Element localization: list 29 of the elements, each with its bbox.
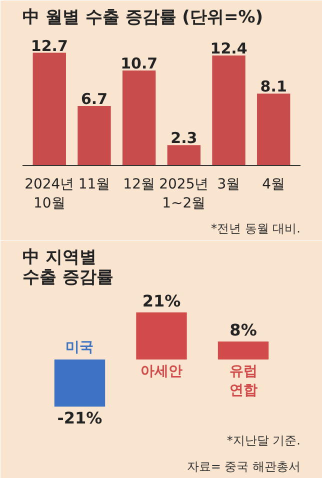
chart-title: 中 월별 수출 증감률 (단위=%) bbox=[22, 8, 263, 28]
data-label: -21% bbox=[57, 408, 102, 428]
text: *지난달 기준. bbox=[226, 434, 301, 448]
data-label: 10.7 bbox=[120, 54, 158, 73]
text: 자료= 중국 해관총서 bbox=[186, 460, 301, 474]
x-tick-label: 4월 bbox=[262, 176, 286, 192]
data-label: 8.1 bbox=[260, 78, 287, 96]
data-label: 8% bbox=[230, 320, 257, 340]
x-tick-label: 3월 bbox=[217, 176, 240, 192]
data-label: 12.7 bbox=[30, 36, 68, 55]
bar bbox=[78, 106, 111, 166]
bar bbox=[167, 145, 201, 166]
x-tick-label: 2025년 1~2월 bbox=[159, 176, 209, 212]
data-label: 2.3 bbox=[170, 129, 198, 148]
x-tick-label: 11월 bbox=[78, 176, 110, 192]
x-tick-label: 유럽 연합 bbox=[229, 364, 258, 399]
bar bbox=[212, 55, 246, 166]
data-label: 21% bbox=[142, 291, 181, 310]
data-label: 6.7 bbox=[80, 90, 108, 108]
x-tick-label: 미국 bbox=[66, 340, 94, 356]
bar bbox=[32, 52, 66, 166]
bar bbox=[122, 70, 156, 166]
data-label: 12.4 bbox=[210, 39, 248, 58]
x-tick-label: 2024년 10월 bbox=[24, 176, 74, 212]
x-tick-label: 아세안 bbox=[140, 364, 182, 380]
bar bbox=[257, 94, 290, 166]
x-tick-label: 12월 bbox=[123, 176, 155, 192]
chart-title: 中 지역별 수출 증감률 bbox=[22, 248, 114, 288]
text: *전년 동월 대비. bbox=[211, 222, 301, 236]
